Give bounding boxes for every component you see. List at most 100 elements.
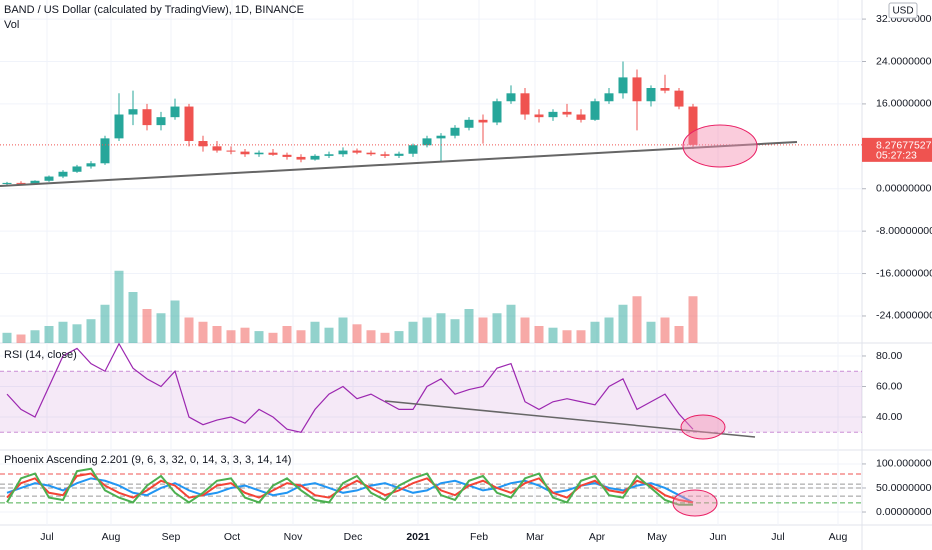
x-tick-label: Feb [470,531,488,543]
volume-bar [394,331,404,343]
y-tick-label: 100.00000000 [876,458,932,470]
volume-bar [198,321,208,343]
volume-bar [660,317,670,343]
y-tick-label: 80.00 [876,350,902,362]
volume-bar [128,292,138,343]
candle-body [30,180,40,184]
volume-bar [170,300,180,343]
indicator-line [6,467,693,506]
x-tick-label: Jun [710,531,727,543]
candle-body [282,154,292,157]
x-tick-label: May [647,531,668,543]
volume-bar [618,304,628,343]
x-tick-label: Sep [162,531,181,543]
volume-bar [30,330,40,343]
currency[interactable]: USD [892,6,913,17]
x-tick-label: Nov [284,531,303,543]
candle-body [646,88,656,102]
volume-bar [352,324,362,343]
last-price-label: 8.27677527 [876,140,932,152]
candle-body [520,93,530,115]
volume-bar [548,327,558,343]
candle-body [254,152,264,155]
volume-bar [520,317,530,343]
candle-body [268,152,278,155]
candle-body [464,119,474,128]
volume-bar [184,317,194,343]
candle-body [548,111,558,118]
trend-line [0,141,798,187]
x-tick-label: Aug [102,531,121,543]
volume-bar [506,304,516,343]
volume-bar [212,326,222,343]
candle-body [198,141,208,147]
candle-body [366,152,376,155]
x-tick-label: Apr [589,531,606,543]
volume-bar [436,313,446,343]
volume-bar [240,327,250,343]
volume-bar [44,326,54,343]
volume-bar [58,321,68,343]
candle-body [240,151,250,155]
volume-bar [380,332,390,343]
x-tick-label: Aug [829,531,848,543]
candle-body [184,106,194,142]
y-tick-label: -24.00000000 [876,310,932,322]
volume-bar [688,296,698,343]
candle-body [100,138,110,164]
x-tick-label: Dec [344,531,363,543]
candle-body [450,127,460,136]
volume-bar [114,270,124,343]
candle-body [562,111,572,115]
volume-bar [590,321,600,343]
x-tick-label: Mar [526,531,545,543]
x-tick-label: Jul [771,531,784,543]
candle-body [156,117,166,126]
x-tick-label: 2021 [406,531,430,543]
volume-bar [2,332,12,343]
volume-bar [282,326,292,343]
candle-body [506,93,516,102]
candle-body [324,154,334,156]
candle-body [534,114,544,118]
volume-bar [646,321,656,343]
currency-box[interactable] [888,2,918,19]
candle-body [408,145,418,154]
volume-bar [464,309,474,343]
volume-bar [72,324,82,343]
candle-body [16,182,26,184]
volume-bar [674,326,684,343]
highlight-ellipse [682,124,758,168]
phoenix-ellipse [672,489,718,517]
candle-body [660,88,670,91]
candle-body [58,171,68,177]
volume-bar [604,317,614,343]
volume-bar [366,330,376,343]
volume-title: Vol [4,19,19,31]
indicator-line [6,472,694,504]
countdown: 05:27:23 [876,150,917,162]
volume-bar [422,317,432,343]
volume-bar [562,330,572,343]
candle-body [352,150,362,153]
candle-body [394,153,404,156]
volume-bar [534,326,544,343]
volume-bar [142,309,152,343]
candle-body [492,101,502,123]
candle-body [86,163,96,167]
x-tick-label: Jul [40,531,53,543]
volume-bar [156,313,166,343]
volume-bar [324,327,334,343]
y-tick-label: 50.00000000 [876,482,932,494]
y-tick-label: -16.00000000 [876,267,932,279]
candle-body [436,135,446,139]
y-tick-label: -8.00000000 [876,225,932,237]
candle-body [604,93,614,102]
volume-bar [338,317,348,343]
rsi-trend-line [384,400,756,438]
volume-bar [450,319,460,343]
volume-bar [254,331,264,343]
